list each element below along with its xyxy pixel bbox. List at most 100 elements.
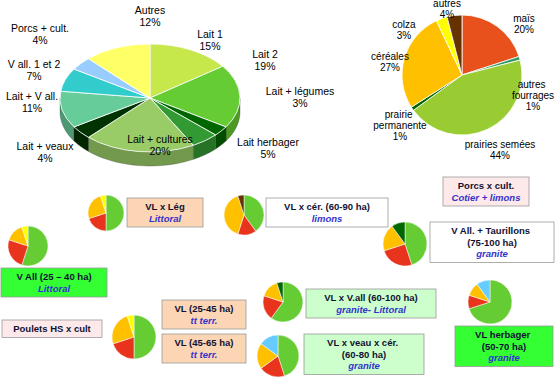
box-title: VL x V.all (60-100 ha): [324, 292, 417, 303]
label-box: VL x LégLittoral: [127, 198, 203, 227]
label-box: VL (25-45 ha)tt terr.: [162, 300, 246, 329]
small-pie: [257, 335, 299, 377]
pie-slice: [100, 195, 106, 213]
small-pie: [468, 280, 512, 324]
pie-slice: [238, 195, 244, 215]
slice-label: Lait + cultures: [127, 133, 193, 145]
box-subtitle: Littoral: [149, 213, 182, 224]
slice-value: 20%: [514, 24, 534, 35]
box-title: V All. + Taurillons (75-100 ha): [451, 225, 533, 248]
pie-slice: [22, 226, 28, 246]
slice-label: prairies semées: [465, 139, 536, 150]
small-pie: [8, 226, 48, 266]
box-subtitle: granite: [487, 352, 520, 363]
label-box: V All. + Taurillons (75-100 ha)granite: [430, 222, 554, 263]
slice-value: 44%: [490, 150, 510, 161]
box: [304, 334, 424, 375]
slice-value: 15%: [199, 40, 220, 52]
slice-label: Lait 2: [252, 48, 278, 60]
slice-label: autres: [433, 0, 461, 9]
small-pie: [263, 282, 303, 322]
box-subtitle: tt terr.: [191, 349, 218, 360]
pie-slice: [261, 335, 278, 356]
box-title: VL x Lég: [145, 201, 185, 212]
box-title: Porcs x cult.: [458, 180, 515, 191]
slice-value: 5%: [260, 148, 275, 160]
slice-value: 7%: [26, 70, 41, 82]
label-box: VL x veau x cér. (60-80 ha)granite: [304, 334, 424, 375]
small-pie: [383, 222, 427, 266]
slice-label: Lait + V all.: [6, 90, 58, 102]
slice-value: 4%: [32, 34, 47, 46]
box-subtitle: tt terr.: [191, 315, 218, 326]
box-subtitle: limons: [312, 213, 343, 224]
box-title: VL (45-65 ha): [175, 337, 234, 348]
pie-chart: [60, 44, 240, 166]
box: [430, 222, 554, 263]
pie-slice: [392, 222, 405, 244]
box-subtitle: Littoral: [38, 283, 71, 294]
box-subtitle: granite: [347, 360, 380, 371]
box: [306, 289, 436, 318]
pie-slice: [127, 315, 134, 337]
box: [2, 320, 102, 338]
slice-label: autres fourrages: [512, 79, 554, 101]
label-box: VL herbager (50-70 ha)granite: [455, 326, 553, 367]
box-title: V All (25 – 40 ha): [16, 271, 91, 282]
label-box: V All (25 – 40 ha)Littoral: [1, 268, 107, 297]
pie-chart: [402, 15, 522, 135]
pie-slice: [447, 15, 462, 75]
box: [266, 198, 388, 227]
pie-slice: [277, 282, 283, 302]
pie-slice: [224, 196, 244, 234]
box: [127, 198, 203, 227]
slice-label: V all. 1 et 2: [8, 58, 61, 70]
box-subtitle: Cotier + limons: [452, 192, 521, 203]
pie-slices: [60, 44, 240, 152]
slice-label: Lait 1: [197, 28, 223, 40]
slice-value: 1%: [393, 131, 408, 142]
label-box: VL x cér. (60-90 ha)limons: [266, 198, 388, 227]
box: [443, 177, 529, 206]
figure: Lait 115% Lait 219% Lait + légumes 3% Lait h…: [0, 0, 559, 381]
box: [162, 300, 246, 329]
pie-slice: [134, 315, 156, 359]
box-title: VL x veau x cér. (60-80 ha): [327, 337, 401, 360]
data-labels: maïs20% autres fourrages 1% prairies semées…: [371, 0, 554, 161]
slice-value: 19%: [254, 60, 275, 72]
slice-label: prairie permanente: [373, 109, 427, 131]
slice-value: 20%: [149, 145, 170, 157]
slice-value: 4%: [37, 152, 52, 164]
box-subtitle: granite- Littoral: [335, 304, 406, 315]
box-title: VL (25-45 ha): [175, 303, 234, 314]
pie-slice: [477, 280, 490, 302]
slice-value: 4%: [440, 9, 455, 20]
box: [162, 334, 246, 363]
pie-slice: [106, 195, 124, 231]
label-box: Porcs x cult.Cotier + limons: [443, 177, 529, 206]
slice-value: 12%: [139, 16, 160, 28]
box: [455, 326, 553, 367]
box-title: Poulets HS x cult: [13, 323, 91, 334]
slice-label: Lait + légumes: [266, 85, 335, 97]
slice-label: Porcs + cult.: [11, 22, 69, 34]
pie-slice: [88, 196, 106, 219]
pie-slice: [264, 283, 283, 302]
slice-value: 3%: [397, 30, 412, 41]
pie-slice: [9, 227, 28, 246]
box-subtitle: granite: [475, 248, 508, 259]
label-box: VL (45-65 ha)tt terr.: [162, 334, 246, 363]
box: [1, 268, 107, 297]
slice-label: colza: [392, 19, 416, 30]
label-box: VL x V.all (60-100 ha)granite- Littoral: [306, 289, 436, 318]
slice-value: 27%: [380, 62, 400, 73]
slice-label: Autres: [135, 4, 165, 16]
small-pie: [112, 315, 156, 359]
slice-label: Lait herbager: [237, 136, 299, 148]
small-pie: [224, 195, 264, 235]
slice-value: 11%: [22, 102, 42, 114]
small-pie: [88, 195, 124, 231]
pie-slice: [88, 44, 150, 98]
box-title: VL herbager (50-70 ha): [475, 329, 533, 352]
slice-label: maïs: [513, 13, 535, 24]
